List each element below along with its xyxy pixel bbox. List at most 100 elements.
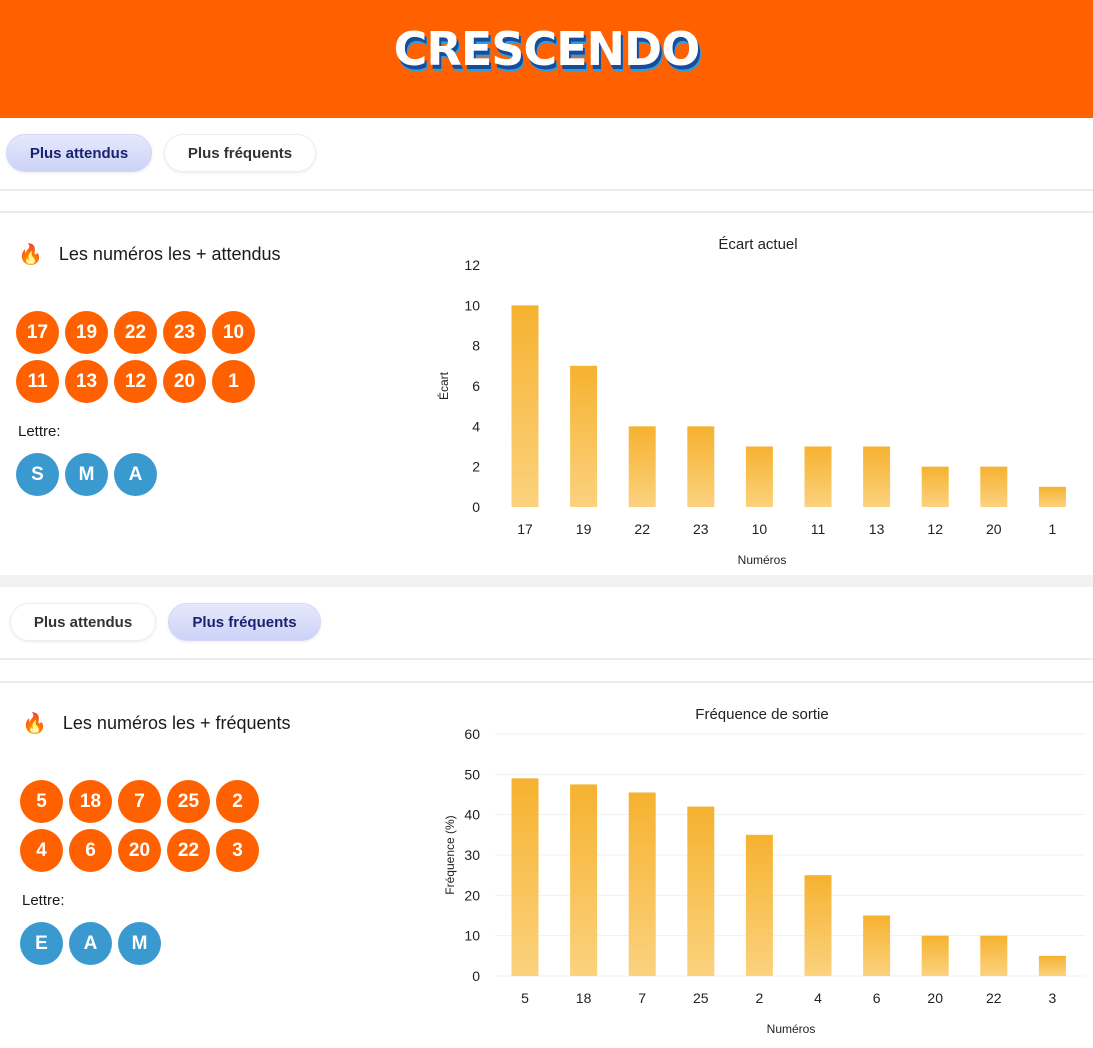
x-axis-label: Numéros: [767, 1022, 816, 1036]
flame-icon: 🔥: [18, 244, 43, 266]
number-ball: 1: [212, 360, 255, 403]
y-tick-label: 6: [472, 378, 480, 394]
number-ball: 19: [65, 311, 108, 354]
x-axis-label: Numéros: [738, 553, 787, 567]
letter-ball: M: [118, 922, 161, 965]
bar: [1038, 955, 1066, 976]
x-tick-label: 25: [693, 990, 709, 1006]
y-tick-label: 40: [464, 807, 480, 823]
bar: [804, 875, 832, 976]
number-ball: 6: [69, 829, 112, 872]
bar: [628, 792, 656, 976]
y-tick-label: 0: [472, 968, 480, 984]
x-tick-label: 10: [752, 521, 768, 537]
letter-ball: A: [114, 453, 157, 496]
divider: [0, 189, 1093, 191]
number-ball: 23: [163, 311, 206, 354]
section-title: 🔥 Les numéros les + attendus: [18, 242, 281, 267]
bar: [980, 935, 1008, 976]
bar: [687, 426, 715, 507]
y-tick-label: 10: [464, 297, 480, 313]
section-title-text: Les numéros les + fréquents: [62, 713, 291, 733]
number-ball: 22: [167, 829, 210, 872]
bar: [863, 446, 891, 507]
tab-plus-attendus[interactable]: Plus attendus: [6, 134, 152, 172]
bar: [921, 466, 949, 507]
x-tick-label: 5: [521, 990, 529, 1006]
bar: [687, 806, 715, 976]
y-tick-label: 4: [472, 418, 480, 434]
chart-title: Écart actuel: [718, 236, 797, 253]
crescendo-logo: CRESCENDO: [393, 22, 701, 76]
divider: [0, 658, 1093, 660]
header: CRESCENDO: [0, 0, 1093, 118]
y-tick-label: 50: [464, 766, 480, 782]
y-tick-label: 2: [472, 459, 480, 475]
bar: [570, 784, 598, 976]
x-tick-label: 7: [638, 990, 646, 1006]
bar: [511, 305, 539, 507]
letter-ball: M: [65, 453, 108, 496]
section-title: 🔥 Les numéros les + fréquents: [22, 711, 291, 736]
letter-label: Lettre:: [22, 892, 65, 909]
x-tick-label: 22: [986, 990, 1002, 1006]
y-tick-label: 30: [464, 847, 480, 863]
flame-icon: 🔥: [22, 713, 47, 735]
number-ball: 13: [65, 360, 108, 403]
letter-ball: E: [20, 922, 63, 965]
bar: [863, 915, 891, 976]
number-ball: 3: [216, 829, 259, 872]
y-tick-label: 0: [472, 499, 480, 515]
y-tick-label: 8: [472, 338, 480, 354]
section-gap: [0, 575, 1093, 587]
x-tick-label: 20: [986, 521, 1002, 537]
number-ball: 10: [212, 311, 255, 354]
x-tick-label: 2: [756, 990, 764, 1006]
number-ball: 11: [16, 360, 59, 403]
chart-title: Fréquence de sortie: [695, 706, 828, 723]
x-tick-label: 23: [693, 521, 709, 537]
x-tick-label: 6: [873, 990, 881, 1006]
y-tick-label: 12: [464, 257, 480, 273]
bar: [745, 446, 773, 507]
x-tick-label: 19: [576, 521, 592, 537]
bar: [628, 426, 656, 507]
number-ball: 4: [20, 829, 63, 872]
y-tick-label: 10: [464, 928, 480, 944]
number-ball: 20: [163, 360, 206, 403]
number-ball: 18: [69, 780, 112, 823]
x-tick-label: 18: [576, 990, 592, 1006]
y-tick-label: 60: [464, 726, 480, 742]
bar: [921, 935, 949, 976]
number-ball: 2: [216, 780, 259, 823]
number-ball: 5: [20, 780, 63, 823]
x-tick-label: 11: [811, 521, 826, 537]
number-ball: 22: [114, 311, 157, 354]
y-axis-label: Écart: [436, 371, 451, 400]
x-tick-label: 22: [634, 521, 650, 537]
number-ball: 12: [114, 360, 157, 403]
tab-plus-frequents[interactable]: Plus fréquents: [168, 603, 321, 641]
x-tick-label: 4: [814, 990, 822, 1006]
divider: [0, 211, 1093, 213]
y-tick-label: 20: [464, 887, 480, 903]
x-tick-label: 12: [927, 521, 943, 537]
bar: [745, 834, 773, 976]
y-axis-label: Fréquence (%): [443, 815, 457, 894]
number-ball: 7: [118, 780, 161, 823]
number-ball: 17: [16, 311, 59, 354]
x-tick-label: 13: [869, 521, 885, 537]
bar: [980, 466, 1008, 507]
number-ball: 25: [167, 780, 210, 823]
x-tick-label: 20: [927, 990, 943, 1006]
x-tick-label: 1: [1049, 521, 1057, 537]
number-ball: 20: [118, 829, 161, 872]
bar: [804, 446, 832, 507]
divider: [0, 681, 1093, 683]
letter-label: Lettre:: [18, 423, 61, 440]
tab-plus-attendus[interactable]: Plus attendus: [10, 603, 156, 641]
tab-plus-frequents[interactable]: Plus fréquents: [164, 134, 316, 172]
x-tick-label: 17: [517, 521, 533, 537]
